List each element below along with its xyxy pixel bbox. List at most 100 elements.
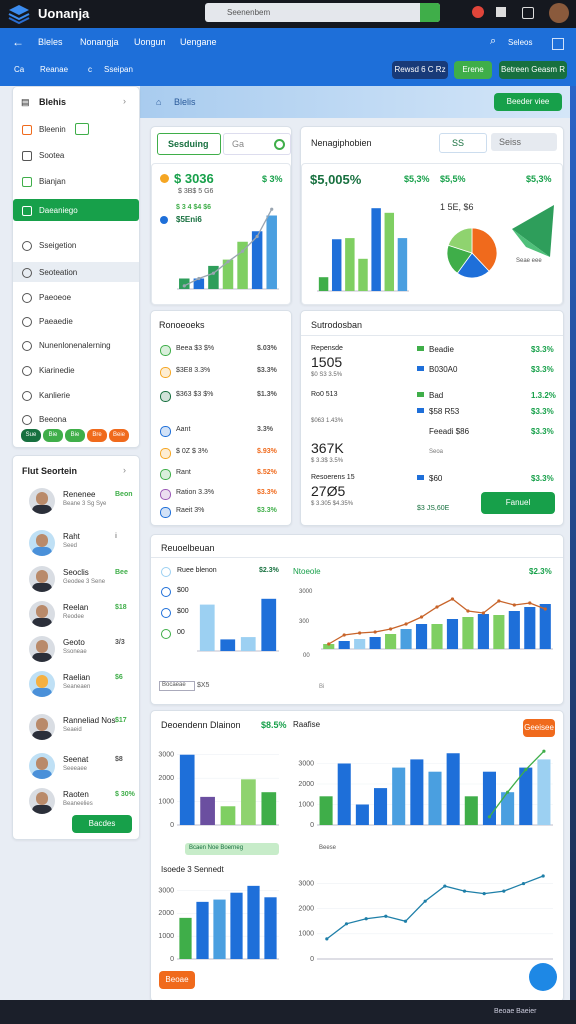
- contact-name[interactable]: Raoten: [63, 790, 89, 799]
- line-point: [226, 260, 230, 264]
- contact-name[interactable]: Seoclis: [63, 568, 89, 577]
- menu-icon: [22, 125, 32, 135]
- menu-item[interactable]: Kanlierie: [39, 391, 71, 400]
- card-title: Sutrodosban: [311, 320, 363, 330]
- nav-sub-item[interactable]: c: [88, 65, 92, 74]
- user-avatar[interactable]: [549, 3, 569, 23]
- line-point: [419, 615, 424, 619]
- divider: [151, 557, 563, 558]
- avatar-body: [32, 653, 52, 662]
- bar: [222, 259, 234, 289]
- select[interactable]: Seiss: [491, 133, 557, 151]
- avatar-body: [32, 688, 52, 697]
- row-value: $.93%: [257, 448, 277, 455]
- menu-item[interactable]: Bianjan: [39, 177, 66, 186]
- back-arrow[interactable]: ←: [12, 35, 24, 49]
- menu-item[interactable]: Sseigetion: [39, 241, 77, 250]
- axis-label: 3000: [299, 589, 313, 595]
- hover-item-bg[interactable]: [13, 262, 139, 282]
- card-button[interactable]: Fanuel: [481, 492, 555, 514]
- nav-item[interactable]: Uongun: [134, 37, 166, 47]
- nav-header: ← ⌕ Seleos Rewsd 6 C Rz Erene Betreen Ge…: [0, 28, 576, 86]
- tag[interactable]: Bie: [65, 429, 85, 442]
- bar: [493, 615, 505, 649]
- nav-sub-item[interactable]: Ca: [14, 65, 25, 74]
- contact-name[interactable]: Seenat: [63, 755, 89, 764]
- menu-icon: [22, 206, 32, 216]
- tag[interactable]: Beie: [109, 429, 129, 442]
- nav-sub-item[interactable]: Reanae: [40, 65, 69, 74]
- nav-item[interactable]: Bleles: [38, 37, 63, 47]
- search-button[interactable]: [420, 3, 440, 22]
- nav-item[interactable]: Uengane: [180, 37, 217, 47]
- menu-item[interactable]: Kiarinedie: [39, 366, 75, 375]
- contact-name[interactable]: Geoto: [63, 638, 85, 647]
- contact-name[interactable]: Raelian: [63, 673, 91, 682]
- tab[interactable]: Sesduing: [157, 133, 221, 155]
- card-title: Nenagiphobien: [311, 138, 372, 148]
- menu-item[interactable]: Paeoeoe: [39, 293, 72, 302]
- grid-icon[interactable]: [496, 7, 506, 17]
- tag[interactable]: Sue: [21, 429, 41, 442]
- line-point: [466, 609, 470, 613]
- search-input[interactable]: Ga: [223, 133, 291, 155]
- fab[interactable]: [529, 963, 557, 991]
- menu-item[interactable]: Beeona: [39, 415, 67, 424]
- item-marker: [417, 428, 424, 433]
- search-box[interactable]: Seenenbem: [205, 3, 440, 22]
- menu-item[interactable]: Seoteation: [39, 268, 78, 277]
- list-icon: [161, 567, 171, 577]
- contacts-button[interactable]: Bacdes: [72, 815, 132, 833]
- tag[interactable]: Bre: [87, 429, 107, 442]
- item-name: $58 R53: [429, 407, 460, 416]
- bar: [371, 208, 381, 291]
- legend: Seae eee: [516, 258, 542, 264]
- bar: [266, 215, 277, 289]
- contact-name[interactable]: Renenee: [63, 490, 96, 499]
- avatar-body: [32, 505, 52, 514]
- contact-name[interactable]: Ranneliad Nos: [63, 716, 116, 725]
- nav-button[interactable]: Rewsd 6 C Rz: [392, 61, 448, 79]
- menu-item[interactable]: Sootea: [39, 151, 65, 160]
- avatar-face: [36, 792, 48, 805]
- settings-icon[interactable]: [522, 7, 534, 19]
- pct: $2.3%: [259, 567, 279, 574]
- line-point: [542, 749, 546, 753]
- search-icon[interactable]: ⌕: [490, 35, 497, 47]
- menu-item[interactable]: Nunenlonenalerning: [39, 341, 111, 350]
- row-name: Aant: [176, 426, 191, 433]
- nav-button[interactable]: Erene: [454, 61, 492, 79]
- menu-item[interactable]: Paeaedie: [39, 317, 73, 326]
- input[interactable]: SS: [439, 133, 487, 153]
- bar: [385, 634, 397, 649]
- nav-button[interactable]: Betreen Geasm R: [499, 61, 567, 79]
- tag[interactable]: Bie: [43, 429, 63, 442]
- menu-item[interactable]: Daeaniego: [39, 206, 78, 215]
- menu-icon: [22, 317, 32, 327]
- avatar-face: [36, 570, 48, 583]
- contact-name[interactable]: Reelan: [63, 603, 89, 612]
- avatar-body: [32, 618, 52, 627]
- foot: Bi: [319, 684, 325, 690]
- contact-name[interactable]: Raht: [63, 532, 80, 541]
- notification-icon[interactable]: [472, 6, 484, 18]
- nav-right[interactable]: Seleos: [508, 38, 533, 47]
- item-value: $3.3%: [531, 407, 554, 416]
- avatar: [29, 636, 55, 662]
- pie-chart: [446, 227, 498, 279]
- button[interactable]: Beoae: [159, 971, 195, 989]
- y-tick-label: 2000: [298, 906, 314, 913]
- input-text: SS: [452, 138, 465, 148]
- card-title-3: Isoede 3 Sennedt: [161, 865, 224, 874]
- active-item-bg[interactable]: [13, 199, 139, 221]
- box-icon[interactable]: [552, 38, 564, 50]
- menu-item[interactable]: Bleenin: [39, 125, 66, 134]
- button[interactable]: Geeisee: [523, 719, 555, 737]
- line-point: [344, 922, 349, 926]
- stat-sub: $0 S3 3.5%: [311, 372, 343, 378]
- header-button[interactable]: Beeder viee: [494, 93, 562, 111]
- item-name: Feeadi $86: [429, 427, 470, 436]
- nav-item[interactable]: Nonangja: [80, 37, 119, 47]
- nav-sub-item[interactable]: Sseipan: [104, 65, 133, 74]
- line-point: [506, 790, 510, 794]
